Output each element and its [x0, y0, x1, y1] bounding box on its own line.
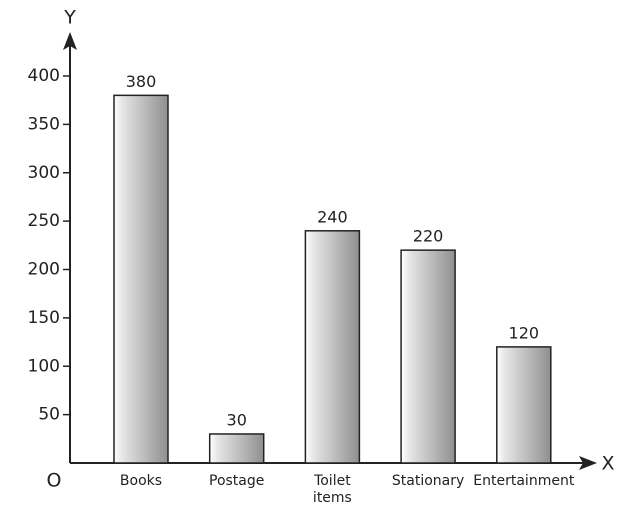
- x-arrow: [579, 456, 597, 470]
- origin-label: O: [47, 470, 62, 492]
- x-tick-label: Books: [119, 473, 163, 489]
- y-tick-label: 200: [28, 260, 60, 280]
- y-tick-label: 50: [38, 405, 60, 425]
- x-axis-label: X: [601, 453, 614, 475]
- bar: [113, 94, 169, 464]
- y-tick-label: 100: [28, 356, 60, 376]
- y-arrow: [63, 32, 77, 50]
- value-label: 380: [126, 72, 157, 91]
- bar: [400, 249, 456, 464]
- bar: [496, 346, 552, 464]
- x-tick-label: Stationary: [391, 473, 465, 489]
- x-tick-label: Entertainment: [473, 473, 575, 489]
- value-label: 30: [227, 410, 247, 429]
- bar: [208, 433, 265, 464]
- x-tick-label: Toilet items: [312, 473, 352, 506]
- y-tick-label: 300: [28, 163, 60, 183]
- y-tick-label: 150: [28, 308, 60, 328]
- bar: [304, 230, 361, 464]
- value-label: 120: [509, 323, 540, 342]
- y-axis-label: Y: [63, 7, 76, 29]
- y-tick-label: 350: [28, 114, 60, 134]
- y-tick-label: 400: [28, 66, 60, 86]
- value-label: 240: [317, 207, 348, 226]
- x-tick-label: Postage: [209, 473, 265, 489]
- value-label: 220: [413, 227, 444, 246]
- y-tick-label: 250: [28, 211, 60, 231]
